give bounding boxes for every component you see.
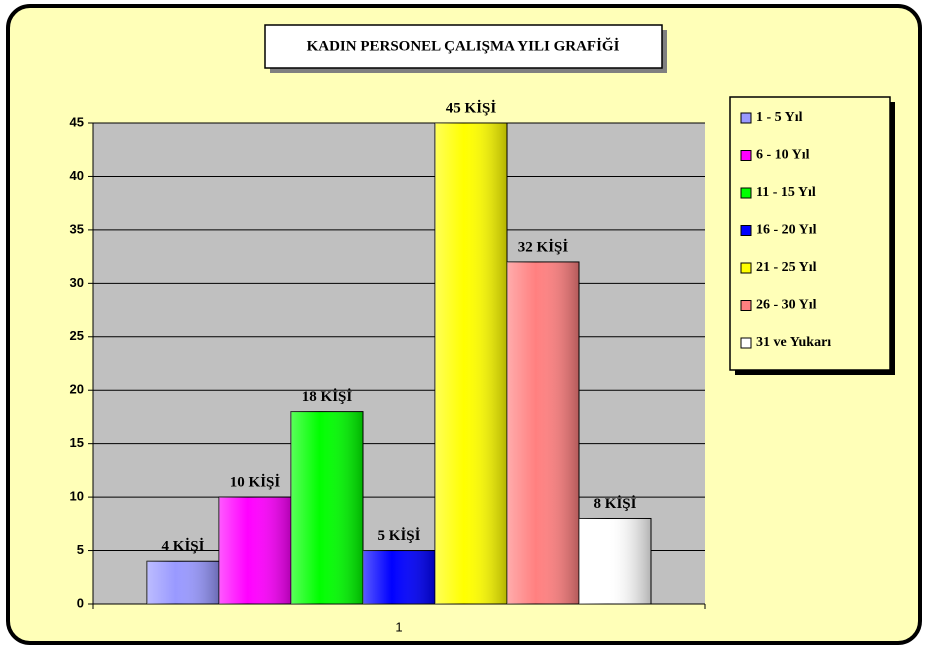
x-tick-label: 1: [395, 619, 402, 634]
y-tick-label: 20: [70, 382, 84, 397]
legend-swatch: [740, 262, 752, 274]
legend-label: 1 - 5 Yıl: [756, 110, 803, 125]
legend-swatch: [740, 300, 752, 311]
legend-box: [729, 96, 891, 371]
bar: [290, 411, 364, 605]
legend-label: 6 - 10 Yıl: [756, 148, 810, 163]
data-label: 5 KİŞİ: [378, 527, 421, 544]
bar: [146, 560, 220, 605]
data-label: 32 KİŞİ: [518, 238, 569, 255]
legend-swatch: [740, 150, 752, 161]
data-label: 45 KİŞİ: [446, 99, 497, 116]
y-tick-label: 35: [70, 221, 84, 236]
legend-swatch: [740, 112, 752, 124]
data-label: 8 KİŞİ: [594, 495, 637, 512]
legend-label: 31 ve Yukarı: [756, 335, 831, 350]
y-tick-label: 40: [70, 168, 84, 183]
bar: [578, 517, 652, 605]
bar: [362, 550, 436, 605]
data-label: 18 KİŞİ: [302, 388, 353, 405]
legend-label: 11 - 15 Yıl: [756, 185, 816, 200]
legend-label: 21 - 25 Yıl: [756, 260, 817, 275]
bar: [506, 261, 580, 605]
legend-swatch: [740, 337, 752, 349]
data-label: 4 KİŞİ: [162, 538, 205, 555]
y-tick-label: 5: [77, 542, 84, 557]
legend-label: 26 - 30 Yıl: [756, 298, 817, 313]
y-tick-label: 15: [70, 435, 84, 450]
bar: [218, 496, 292, 605]
bar: [434, 122, 508, 605]
y-tick-label: 0: [77, 595, 84, 610]
legend-swatch: [740, 225, 752, 236]
title-box: [264, 24, 663, 69]
chart-title: KADIN PERSONEL ÇALIŞMA YILI GRAFİĞİ: [307, 37, 620, 54]
legend-label: 16 - 20 Yıl: [756, 223, 817, 238]
data-label: 10 KİŞİ: [230, 474, 281, 491]
y-tick-label: 25: [70, 328, 84, 343]
y-tick-label: 10: [70, 489, 84, 504]
y-tick-label: 30: [70, 275, 84, 290]
y-tick-label: 45: [70, 114, 84, 129]
legend-swatch: [740, 187, 752, 199]
